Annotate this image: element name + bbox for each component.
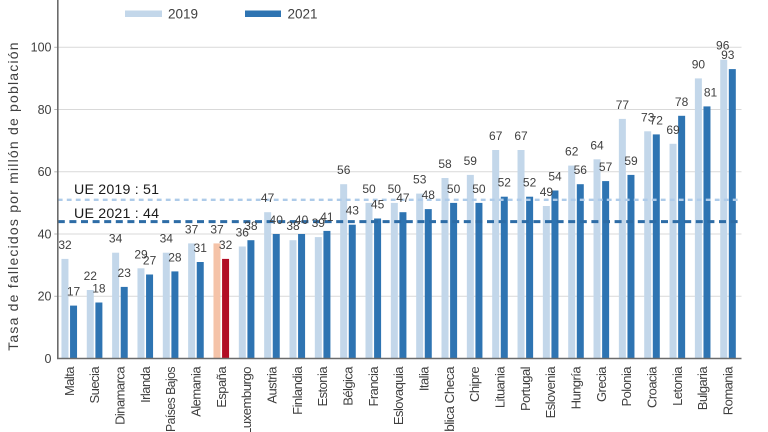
svg-text:50: 50 — [447, 182, 461, 196]
svg-text:Austria: Austria — [264, 366, 279, 404]
svg-text:57: 57 — [599, 160, 613, 174]
svg-text:59: 59 — [464, 154, 478, 168]
svg-text:96: 96 — [716, 39, 730, 53]
svg-text:Malta: Malta — [62, 366, 77, 396]
svg-text:Países Bajos: Países Bajos — [163, 366, 178, 432]
svg-text:UE 2021 : 44: UE 2021 : 44 — [74, 206, 159, 222]
svg-text:90: 90 — [692, 57, 706, 71]
svg-text:47: 47 — [396, 191, 410, 205]
svg-text:República Checa: República Checa — [442, 366, 457, 432]
svg-text:53: 53 — [413, 173, 427, 187]
svg-text:52: 52 — [498, 176, 512, 190]
svg-text:28: 28 — [168, 250, 182, 264]
svg-text:Suecia: Suecia — [87, 366, 102, 404]
svg-text:52: 52 — [523, 176, 537, 190]
svg-text:40: 40 — [295, 213, 309, 227]
svg-text:Bélgica: Bélgica — [341, 366, 356, 406]
svg-text:Eslovenia: Eslovenia — [543, 366, 558, 419]
svg-text:Chipre: Chipre — [467, 367, 482, 402]
svg-text:23: 23 — [118, 266, 132, 280]
svg-text:32: 32 — [219, 238, 233, 252]
svg-text:62: 62 — [565, 145, 579, 159]
svg-text:29: 29 — [134, 247, 148, 261]
svg-text:0: 0 — [45, 352, 52, 366]
svg-text:38: 38 — [244, 219, 258, 233]
svg-text:32: 32 — [58, 238, 72, 252]
svg-text:78: 78 — [675, 95, 689, 109]
svg-text:56: 56 — [574, 163, 588, 177]
svg-text:27: 27 — [143, 254, 157, 268]
svg-text:Eslovaquia: Eslovaquia — [391, 366, 406, 425]
svg-text:100: 100 — [31, 41, 52, 55]
svg-text:37: 37 — [185, 222, 199, 236]
svg-text:64: 64 — [590, 138, 604, 152]
svg-text:Finlandia: Finlandia — [290, 366, 305, 415]
svg-text:Grecia: Grecia — [594, 366, 609, 402]
svg-text:54: 54 — [548, 170, 562, 184]
svg-text:Estonia: Estonia — [315, 366, 330, 407]
svg-text:31: 31 — [194, 241, 208, 255]
svg-text:50: 50 — [388, 182, 402, 196]
svg-text:38: 38 — [286, 219, 300, 233]
svg-text:Letonia: Letonia — [670, 366, 685, 406]
svg-text:47: 47 — [261, 191, 275, 205]
svg-text:Lituania: Lituania — [493, 366, 508, 408]
svg-text:45: 45 — [371, 198, 385, 212]
svg-text:Tasa de fallecidos por millón: Tasa de fallecidos por millón de poblaci… — [5, 41, 21, 351]
svg-text:50: 50 — [472, 182, 486, 196]
svg-text:67: 67 — [489, 129, 503, 143]
svg-text:77: 77 — [616, 98, 630, 112]
svg-text:Bulgaria: Bulgaria — [695, 366, 710, 411]
svg-text:39: 39 — [312, 216, 326, 230]
svg-text:22: 22 — [84, 269, 98, 283]
svg-text:69: 69 — [666, 123, 680, 137]
svg-text:UE 2019 : 51: UE 2019 : 51 — [74, 182, 159, 198]
svg-text:17: 17 — [67, 285, 81, 299]
svg-text:36: 36 — [236, 226, 250, 240]
svg-text:40: 40 — [270, 213, 284, 227]
svg-text:50: 50 — [362, 182, 376, 196]
svg-text:40: 40 — [38, 227, 52, 241]
svg-text:Luxemburgo: Luxemburgo — [239, 367, 254, 432]
svg-text:Romania: Romania — [721, 366, 736, 415]
svg-text:49: 49 — [540, 185, 554, 199]
svg-text:España: España — [214, 366, 229, 408]
svg-text:58: 58 — [438, 157, 452, 171]
svg-text:93: 93 — [721, 48, 735, 62]
svg-text:18: 18 — [92, 282, 106, 296]
svg-text:60: 60 — [38, 165, 52, 179]
svg-text:20: 20 — [38, 290, 52, 304]
svg-text:67: 67 — [514, 129, 528, 143]
svg-text:Portugal: Portugal — [518, 366, 533, 411]
svg-text:81: 81 — [704, 85, 718, 99]
svg-text:34: 34 — [109, 232, 123, 246]
svg-text:2021: 2021 — [288, 7, 318, 22]
svg-text:43: 43 — [346, 204, 360, 218]
svg-text:59: 59 — [624, 154, 638, 168]
svg-text:Polonia: Polonia — [619, 366, 634, 407]
svg-text:72: 72 — [650, 113, 664, 127]
svg-text:Croacia: Croacia — [645, 366, 660, 408]
svg-text:Hungría: Hungría — [569, 366, 584, 410]
svg-text:80: 80 — [38, 103, 52, 117]
svg-text:41: 41 — [320, 210, 334, 224]
svg-text:48: 48 — [422, 188, 436, 202]
svg-text:56: 56 — [337, 163, 351, 177]
svg-text:2019: 2019 — [168, 7, 198, 22]
svg-text:37: 37 — [210, 222, 224, 236]
svg-text:34: 34 — [160, 232, 174, 246]
svg-text:Italia: Italia — [417, 366, 432, 391]
svg-text:Francia: Francia — [366, 366, 381, 407]
svg-text:73: 73 — [641, 110, 655, 124]
svg-text:Alemania: Alemania — [188, 366, 203, 417]
svg-text:Irlanda: Irlanda — [138, 366, 153, 403]
svg-text:Dinamarca: Dinamarca — [112, 366, 127, 425]
